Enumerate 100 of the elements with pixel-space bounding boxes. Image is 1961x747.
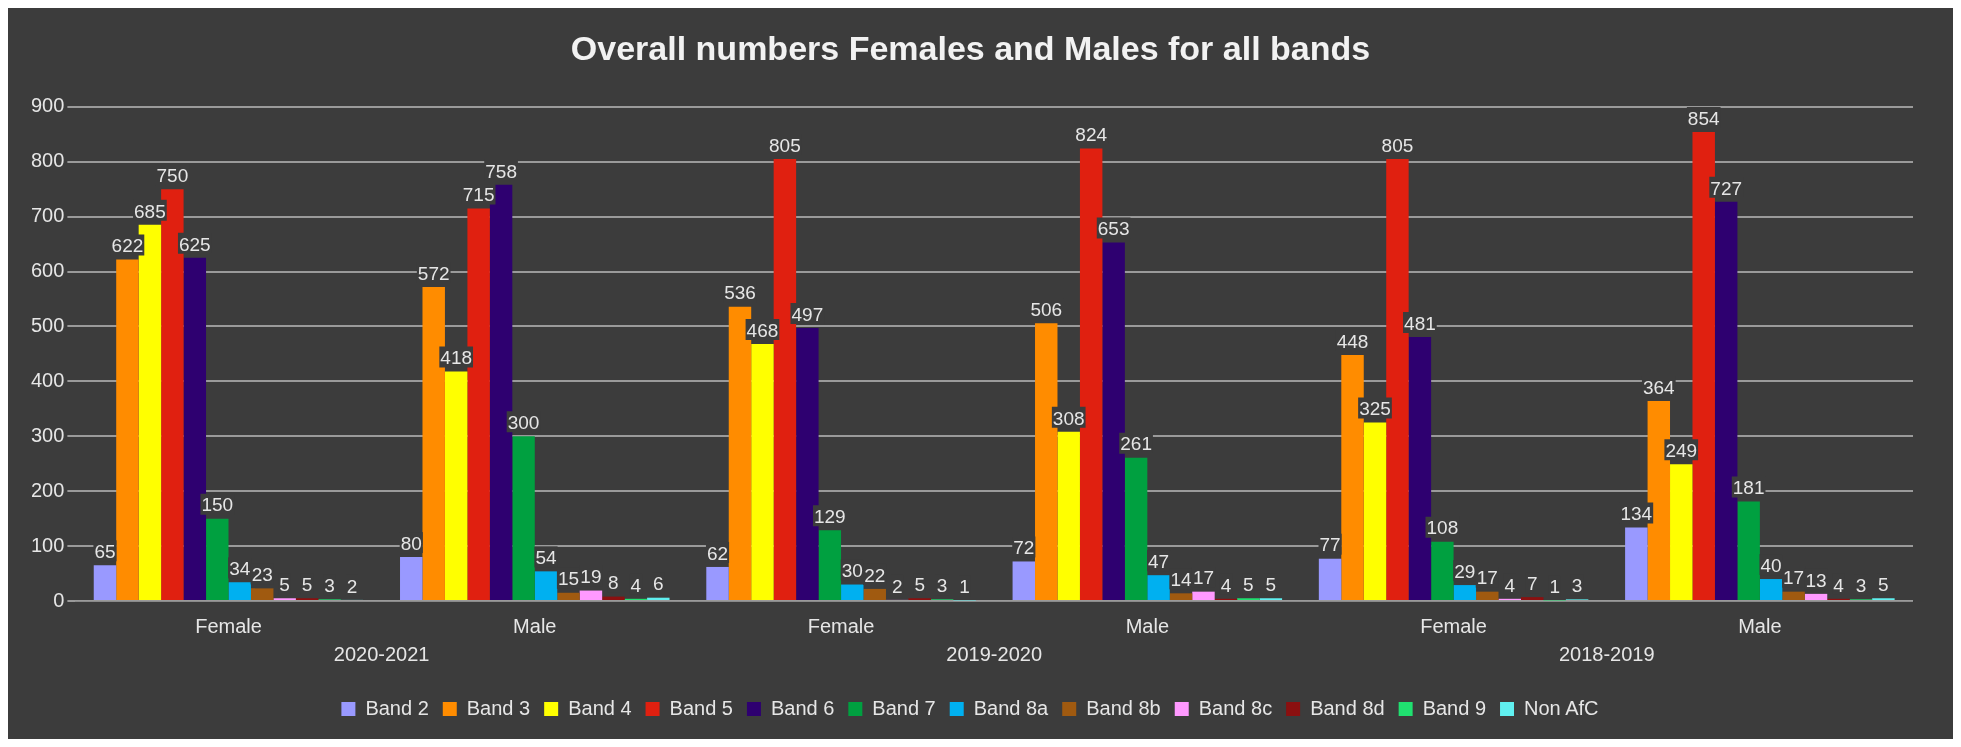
data-label: 3 xyxy=(1855,575,1867,597)
data-label: 481 xyxy=(1404,312,1436,334)
bar xyxy=(1804,593,1828,600)
data-label: 129 xyxy=(813,505,846,527)
data-label: 5 xyxy=(279,573,290,595)
x-tick-label: Male xyxy=(1125,614,1169,637)
data-label: 40 xyxy=(1760,554,1782,576)
data-label: 5 xyxy=(1878,573,1889,595)
bar xyxy=(1670,464,1693,600)
data-label: 7 xyxy=(1526,572,1538,594)
legend-label: Band 7 xyxy=(872,696,936,719)
y-tick-label: 0 xyxy=(53,588,65,611)
data-label: 685 xyxy=(134,200,166,222)
data-label: 1 xyxy=(959,576,970,598)
data-label: 261 xyxy=(1120,433,1152,455)
data-label: 80 xyxy=(400,532,422,554)
data-label: 572 xyxy=(417,262,450,284)
bar xyxy=(1476,591,1499,600)
data-label: 13 xyxy=(1805,569,1827,591)
data-label: 622 xyxy=(111,235,144,257)
bar xyxy=(444,371,468,600)
y-tick-label: 900 xyxy=(30,94,65,117)
x-tick-label: Male xyxy=(513,614,557,637)
bar xyxy=(534,571,558,600)
bar xyxy=(1759,579,1783,600)
legend-label: Band 5 xyxy=(669,696,733,719)
data-label: 805 xyxy=(769,134,801,156)
data-label: 2 xyxy=(346,575,358,597)
legend-label: Band 8b xyxy=(1086,696,1161,719)
data-label: 2 xyxy=(891,575,903,597)
bar xyxy=(1520,597,1544,600)
data-label: 17 xyxy=(1476,567,1498,589)
bar xyxy=(206,518,229,600)
data-label: 5 xyxy=(301,573,313,595)
data-label: 300 xyxy=(507,412,540,433)
legend-label: Band 3 xyxy=(466,696,531,719)
data-label: 4 xyxy=(630,574,642,596)
data-label: 468 xyxy=(746,319,779,341)
bar xyxy=(706,566,729,600)
bar xyxy=(1169,593,1193,600)
legend-label: Band 8a xyxy=(973,696,1050,719)
data-label: 3 xyxy=(1571,575,1583,597)
x-tick-label: Male xyxy=(1738,614,1782,637)
data-label: 108 xyxy=(1426,517,1459,539)
data-label: 824 xyxy=(1075,124,1108,146)
bar xyxy=(250,588,274,600)
data-label: 47 xyxy=(1147,550,1170,572)
data-label: 625 xyxy=(178,233,211,255)
y-tick-label: 400 xyxy=(30,368,65,391)
data-label: 30 xyxy=(841,560,863,582)
x-tick-label: Female xyxy=(195,614,262,637)
y-tick-label: 600 xyxy=(30,259,65,282)
legend-label: Band 9 xyxy=(1422,696,1487,719)
data-label: 4 xyxy=(1833,574,1845,596)
data-label: 4 xyxy=(1504,574,1516,596)
data-label: 418 xyxy=(440,347,473,369)
data-label: 65 xyxy=(94,541,116,563)
bar xyxy=(579,590,603,600)
y-tick-label: 300 xyxy=(30,423,65,446)
data-label: 364 xyxy=(1642,376,1676,398)
data-label: 536 xyxy=(724,282,756,304)
data-label: 62 xyxy=(706,542,729,564)
bar xyxy=(818,530,842,600)
data-label: 249 xyxy=(1665,440,1698,462)
data-label: 22 xyxy=(864,564,886,586)
data-label: 758 xyxy=(485,160,517,182)
bar xyxy=(1124,457,1148,600)
data-label: 134 xyxy=(1620,503,1653,525)
bar xyxy=(1625,527,1648,600)
data-label: 506 xyxy=(1030,298,1063,320)
y-tick-label: 200 xyxy=(30,478,65,501)
data-label: 17 xyxy=(1192,567,1215,589)
bar xyxy=(1363,422,1387,600)
data-label: 17 xyxy=(1782,567,1805,589)
x-tick-label: Female xyxy=(807,614,875,637)
data-label: 29 xyxy=(1454,560,1476,582)
bar xyxy=(557,592,580,600)
legend-label: Band 2 xyxy=(365,696,429,719)
data-label: 308 xyxy=(1052,407,1085,429)
bar xyxy=(400,557,423,600)
bar xyxy=(1147,575,1170,600)
bar xyxy=(841,584,864,600)
data-label: 3 xyxy=(936,575,948,597)
data-label: 727 xyxy=(1710,177,1743,199)
bar xyxy=(1453,585,1477,600)
data-label: 23 xyxy=(251,564,273,586)
text: 2018-2019 xyxy=(1558,642,1655,665)
data-label: 854 xyxy=(1687,107,1720,129)
data-label: 750 xyxy=(156,164,189,186)
data-label: 77 xyxy=(1319,534,1341,556)
data-label: 1 xyxy=(1549,576,1560,598)
data-label: 3 xyxy=(324,575,335,597)
text: 2019-2020 xyxy=(946,642,1043,665)
legend-label: Band 8d xyxy=(1310,696,1385,719)
y-tick-label: 500 xyxy=(30,313,65,336)
data-label: 15 xyxy=(557,568,580,590)
legend-label: Non AfC xyxy=(1524,696,1599,719)
bar xyxy=(863,588,886,600)
data-label: 72 xyxy=(1013,537,1035,559)
legend-label: Band 8c xyxy=(1198,696,1273,719)
